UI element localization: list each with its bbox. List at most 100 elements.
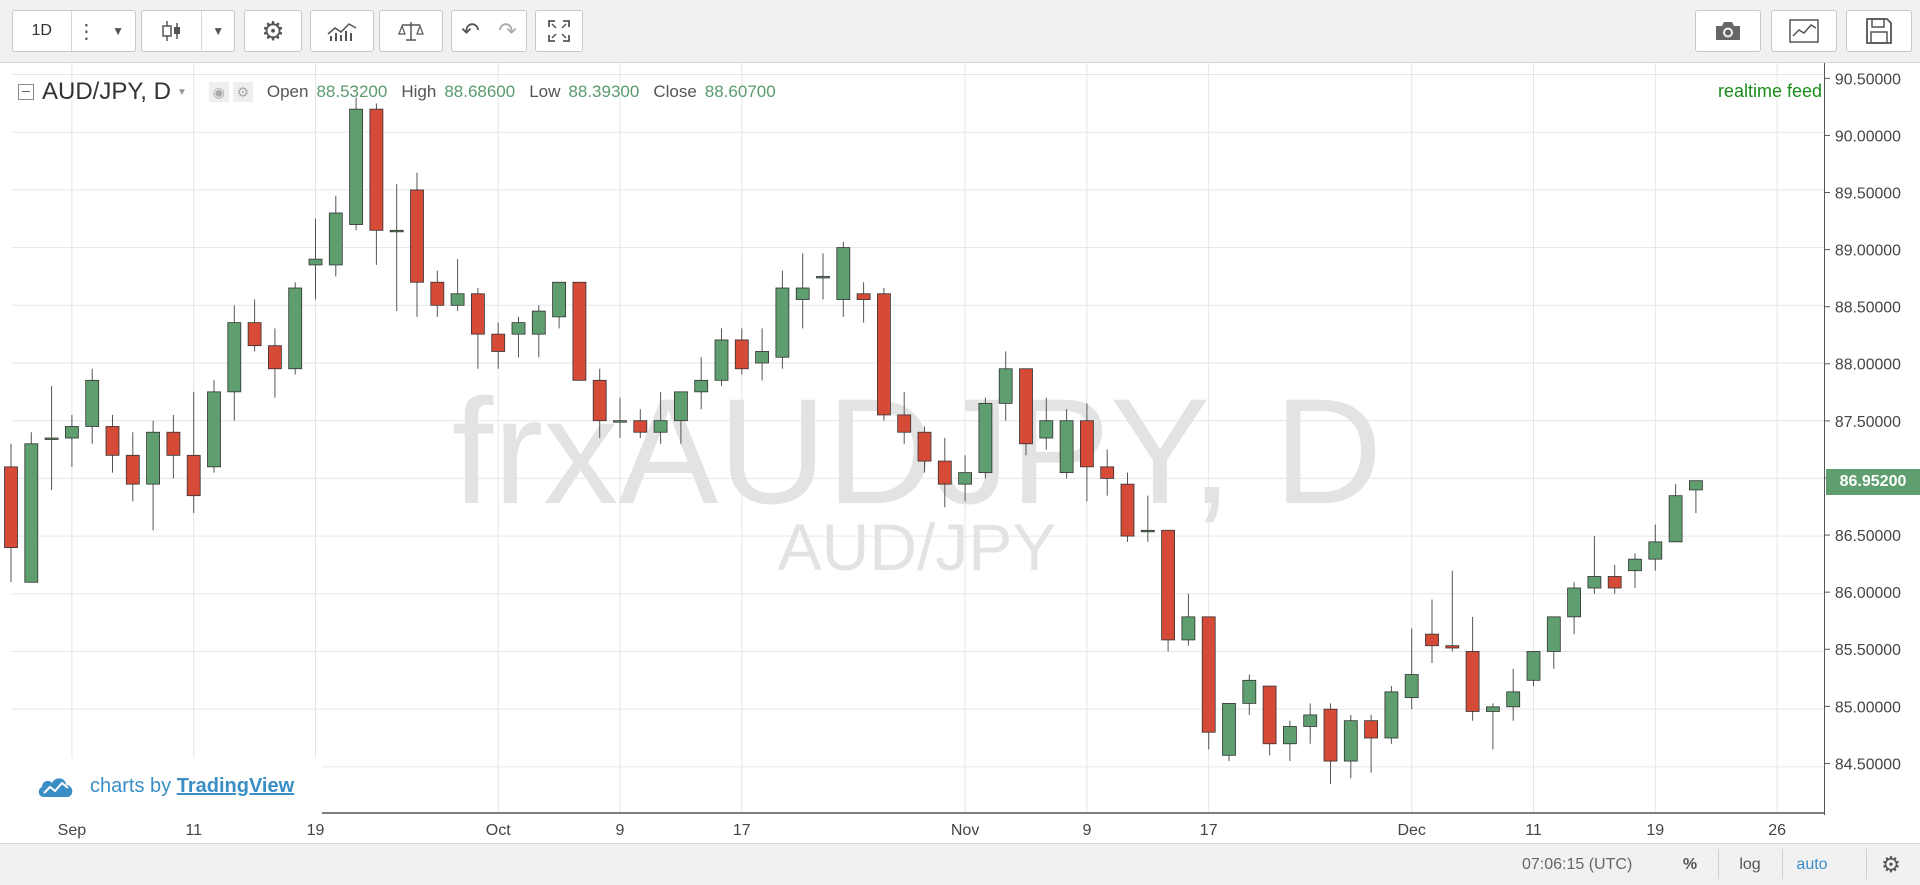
candle[interactable] — [186, 391, 201, 513]
candle[interactable] — [511, 316, 526, 358]
candle[interactable] — [856, 282, 871, 323]
candle[interactable] — [1262, 685, 1277, 756]
candle[interactable] — [1384, 686, 1399, 744]
candle[interactable] — [389, 184, 404, 312]
candle[interactable] — [1100, 449, 1115, 496]
candle[interactable] — [1161, 529, 1175, 652]
candle[interactable] — [1567, 582, 1581, 635]
interval-button[interactable]: 1D — [31, 22, 52, 39]
auto-toggle[interactable]: auto — [1796, 855, 1828, 873]
candle[interactable] — [491, 322, 506, 369]
candle[interactable] — [349, 97, 364, 231]
symbol-label[interactable]: AUD/JPY, D — [42, 78, 171, 105]
candle[interactable] — [369, 103, 384, 265]
candle[interactable] — [1587, 536, 1602, 594]
candle[interactable] — [1120, 472, 1135, 542]
candle[interactable] — [1546, 616, 1561, 669]
candle[interactable] — [734, 328, 749, 375]
candle[interactable] — [1039, 397, 1054, 450]
candle[interactable] — [1222, 702, 1236, 762]
candle[interactable] — [1364, 714, 1378, 773]
snapshot-button[interactable] — [1695, 10, 1761, 52]
redo-icon[interactable]: ↷ — [498, 18, 517, 43]
candle[interactable] — [1343, 714, 1358, 779]
candle[interactable] — [1506, 668, 1521, 721]
candle[interactable] — [714, 328, 729, 387]
tradingview-branding[interactable]: charts by TradingView — [12, 758, 322, 814]
compare-button[interactable] — [379, 10, 443, 52]
candle[interactable] — [877, 288, 891, 421]
candle[interactable] — [653, 391, 668, 444]
settings-small-icon[interactable]: ⚙ — [232, 82, 253, 102]
tradingview-link[interactable]: TradingView — [176, 774, 295, 797]
candle[interactable] — [613, 397, 627, 438]
candle[interactable] — [328, 195, 343, 277]
candle[interactable] — [1201, 616, 1216, 750]
candles-icon[interactable] — [142, 11, 201, 51]
candle[interactable] — [795, 253, 810, 329]
candle[interactable] — [836, 241, 851, 317]
candle[interactable] — [1607, 564, 1622, 594]
candle[interactable] — [1628, 553, 1642, 588]
candle[interactable] — [146, 420, 161, 531]
candle[interactable] — [694, 357, 709, 410]
undo-icon[interactable]: ↶ — [461, 18, 480, 43]
candle[interactable] — [450, 259, 465, 312]
percent-toggle[interactable]: % — [1682, 855, 1698, 873]
candle[interactable] — [775, 270, 790, 369]
candle[interactable] — [816, 253, 830, 300]
candle[interactable] — [917, 426, 932, 473]
more-icon[interactable]: ⋮ — [76, 20, 97, 43]
candle[interactable] — [531, 305, 546, 358]
candle[interactable] — [1404, 628, 1419, 710]
indicators-button[interactable] — [310, 10, 374, 52]
fullscreen-button[interactable] — [535, 10, 583, 52]
chevron-down-icon[interactable]: ▼ — [212, 24, 225, 38]
candle[interactable] — [410, 172, 424, 317]
candle[interactable] — [166, 414, 181, 479]
candle[interactable] — [247, 299, 262, 352]
candle[interactable] — [1181, 593, 1196, 646]
candle[interactable] — [24, 432, 39, 583]
candle[interactable] — [1283, 720, 1297, 762]
candle[interactable] — [1323, 703, 1338, 785]
candle[interactable] — [267, 328, 282, 398]
chevron-down-icon[interactable]: ▼ — [176, 86, 187, 98]
log-toggle[interactable]: log — [1739, 855, 1761, 873]
candle[interactable] — [1648, 524, 1663, 571]
gear-icon[interactable]: ⚙ — [1881, 851, 1901, 877]
candle[interactable] — [65, 414, 79, 467]
candle[interactable] — [1425, 599, 1439, 663]
chevron-down-icon[interactable]: ▼ — [112, 24, 125, 38]
candle[interactable] — [998, 351, 1013, 421]
candle[interactable] — [1526, 651, 1541, 687]
candle[interactable] — [897, 391, 912, 444]
candle[interactable] — [207, 380, 221, 473]
candle[interactable] — [1303, 703, 1318, 744]
candle[interactable] — [552, 281, 566, 329]
candle[interactable] — [44, 386, 59, 490]
candle[interactable] — [958, 455, 972, 502]
candle[interactable] — [755, 328, 769, 381]
candle[interactable] — [308, 218, 323, 300]
settings-button[interactable]: ⚙ — [244, 10, 302, 52]
chart-properties-button[interactable] — [1771, 10, 1837, 52]
candle[interactable] — [1668, 484, 1683, 543]
candle[interactable] — [1019, 368, 1033, 456]
candle[interactable] — [937, 438, 952, 508]
candle[interactable] — [4, 443, 18, 583]
candle[interactable] — [978, 397, 993, 479]
candle[interactable] — [1080, 403, 1094, 502]
candle[interactable] — [85, 368, 100, 444]
price-axis[interactable]: 84.50000 85.00000 85.50000 86.00000 86.50000… — [1824, 63, 1920, 815]
candle[interactable] — [633, 409, 648, 438]
candle[interactable] — [105, 414, 120, 473]
candlestick-chart[interactable]: frxAUDJPY, D AUD/JPY Sep 11 19 Oct 9 17 Nov 9 17… — [4, 63, 1824, 839]
candle[interactable] — [572, 281, 587, 381]
candle[interactable] — [1059, 409, 1074, 479]
eye-icon[interactable]: ◉ — [208, 82, 229, 102]
candle[interactable] — [1445, 570, 1460, 652]
candle[interactable] — [674, 391, 688, 444]
candle[interactable] — [1140, 495, 1155, 542]
candle[interactable] — [1242, 674, 1257, 715]
